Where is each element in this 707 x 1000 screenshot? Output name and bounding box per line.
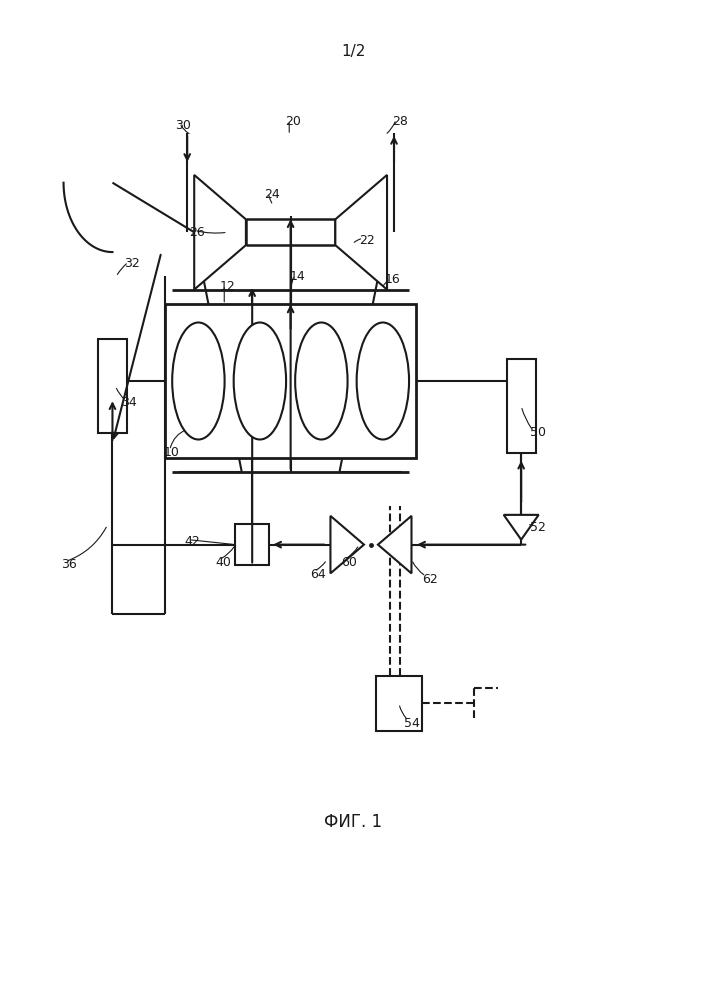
Text: 50: 50 [530,426,546,439]
Text: 22: 22 [359,234,375,247]
Polygon shape [194,175,246,290]
Text: 64: 64 [310,568,326,581]
Text: 36: 36 [62,558,77,571]
Bar [235,524,269,565]
Ellipse shape [234,322,286,440]
Text: 34: 34 [122,396,137,409]
Ellipse shape [173,322,225,440]
Polygon shape [503,515,539,540]
Text: 14: 14 [289,270,305,283]
Text: 54: 54 [404,717,420,730]
Text: 10: 10 [163,446,180,459]
Bar [98,339,127,433]
Ellipse shape [356,322,409,440]
Text: 52: 52 [530,521,545,534]
Text: 12: 12 [219,280,235,293]
Bar [506,359,536,453]
Text: 16: 16 [385,273,401,286]
Text: 40: 40 [215,556,231,569]
Polygon shape [330,516,364,573]
Bar [376,676,421,731]
Ellipse shape [295,322,348,440]
Text: ФИГ. 1: ФИГ. 1 [325,813,382,831]
Text: 1/2: 1/2 [341,44,366,59]
Text: 24: 24 [264,188,280,201]
Text: 60: 60 [341,556,357,569]
Text: 42: 42 [185,535,200,548]
Text: 62: 62 [422,573,438,586]
Text: 28: 28 [392,115,408,128]
Text: 30: 30 [175,119,191,132]
Text: 26: 26 [189,226,205,239]
Text: 20: 20 [285,115,301,128]
Text: 32: 32 [124,257,140,270]
Bar [165,304,416,458]
Polygon shape [378,516,411,573]
Polygon shape [335,175,387,290]
